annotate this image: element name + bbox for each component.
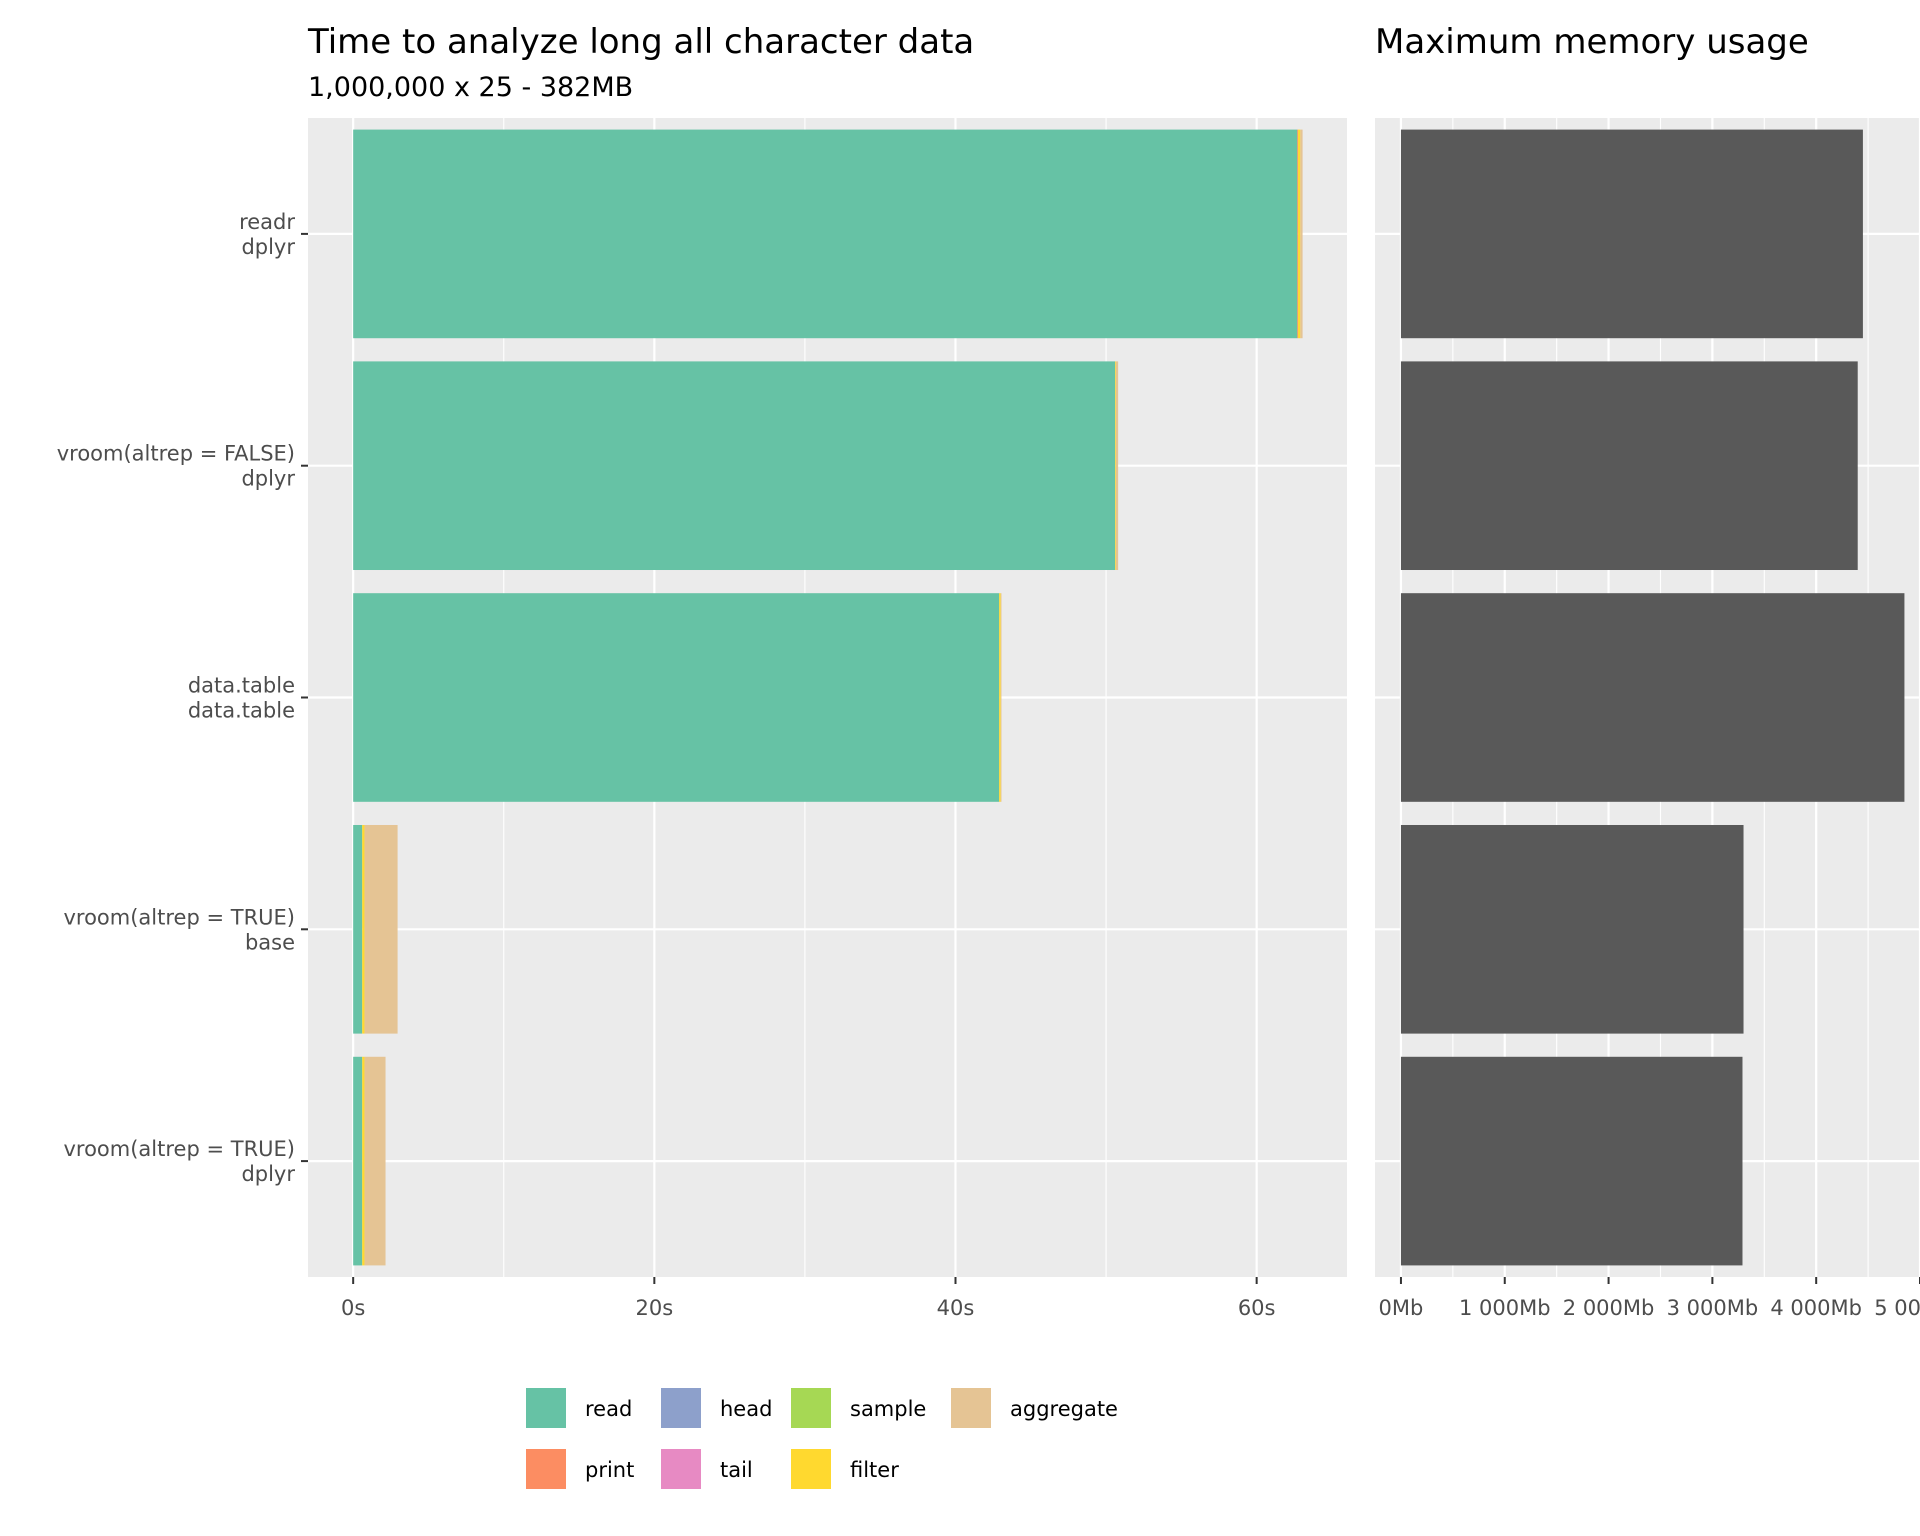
memory-x-tick-label: 0Mb <box>1379 1296 1424 1320</box>
time-x-tick-label: 20s <box>635 1296 673 1320</box>
time-bar-aggregate <box>1115 361 1119 571</box>
category-label: readr dplyr <box>239 210 295 259</box>
legend-swatch-sample <box>789 1386 833 1430</box>
memory-x-tick-label: 4 000Mb <box>1770 1296 1862 1320</box>
category-label-line: readr <box>239 210 295 234</box>
legend-label-read: read <box>585 1397 632 1421</box>
legend-swatch-print <box>524 1447 568 1491</box>
time-bar-aggregate <box>1000 593 1002 802</box>
time-bar-aggregate <box>364 1056 386 1266</box>
time-bar-print <box>1297 129 1299 339</box>
legend-label-head: head <box>720 1397 772 1421</box>
legend-swatch-filter <box>789 1447 833 1491</box>
memory-bar <box>1400 824 1744 1034</box>
time-bar-filter <box>362 1056 365 1266</box>
time-chart-title: Time to analyze long all character data <box>308 22 975 62</box>
legend-label-print: print <box>585 1458 634 1482</box>
memory-bar <box>1400 361 1858 571</box>
category-label-line: vroom(altrep = TRUE) <box>63 905 295 929</box>
category-label-line: data.table <box>188 674 295 698</box>
legend-label-tail: tail <box>720 1458 753 1482</box>
time-bar-filter <box>1298 129 1301 339</box>
time-bar-read <box>353 824 363 1034</box>
memory-chart-title: Maximum memory usage <box>1375 22 1809 62</box>
time-bar-filter <box>1115 361 1116 571</box>
time-x-tick-label: 60s <box>1238 1296 1276 1320</box>
legend-swatch-tail <box>659 1447 703 1491</box>
category-label-line: dplyr <box>241 1162 295 1186</box>
memory-bar <box>1400 129 1863 339</box>
category-label-line: vroom(altrep = TRUE) <box>63 1137 295 1161</box>
time-bar-read <box>353 593 1000 802</box>
time-bar-read <box>353 129 1298 339</box>
memory-x-tick-label: 1 000Mb <box>1459 1296 1551 1320</box>
time-bar-aggregate <box>364 824 398 1034</box>
memory-bar <box>1400 1056 1743 1266</box>
time-bar-read <box>353 361 1116 571</box>
memory-x-tick-label: 3 000Mb <box>1667 1296 1759 1320</box>
time-bar-filter <box>999 593 1001 802</box>
category-label-line: dplyr <box>241 467 295 491</box>
legend-swatch-head <box>659 1386 703 1430</box>
category-label: data.table data.table <box>188 674 295 723</box>
legend-swatch-read <box>524 1386 568 1430</box>
legend-swatch-aggregate <box>949 1386 993 1430</box>
category-label-line: data.table <box>188 699 295 723</box>
time-bar-aggregate <box>1300 129 1303 339</box>
memory-bar <box>1400 593 1905 802</box>
time-x-tick-label: 40s <box>937 1296 975 1320</box>
legend-label-filter: filter <box>850 1458 899 1482</box>
time-bar-read <box>353 1056 363 1266</box>
category-label: vroom(altrep = FALSE) dplyr <box>57 442 296 491</box>
legend-label-aggregate: aggregate <box>1010 1397 1118 1421</box>
category-label: vroom(altrep = TRUE) dplyr <box>63 1137 295 1186</box>
category-label-line: vroom(altrep = FALSE) <box>57 442 295 466</box>
time-chart-subtitle: 1,000,000 x 25 - 382MB <box>308 72 634 103</box>
memory-x-tick-label: 2 000Mb <box>1563 1296 1655 1320</box>
time-bar-filter <box>362 824 365 1034</box>
memory-x-tick-label: 5 000Mb <box>1874 1296 1920 1320</box>
category-label-line: base <box>245 930 295 954</box>
time-x-tick-label: 0s <box>341 1296 365 1320</box>
category-label: vroom(altrep = TRUE) base <box>63 905 295 954</box>
category-label-line: dplyr <box>241 235 295 259</box>
legend-label-sample: sample <box>850 1397 926 1421</box>
